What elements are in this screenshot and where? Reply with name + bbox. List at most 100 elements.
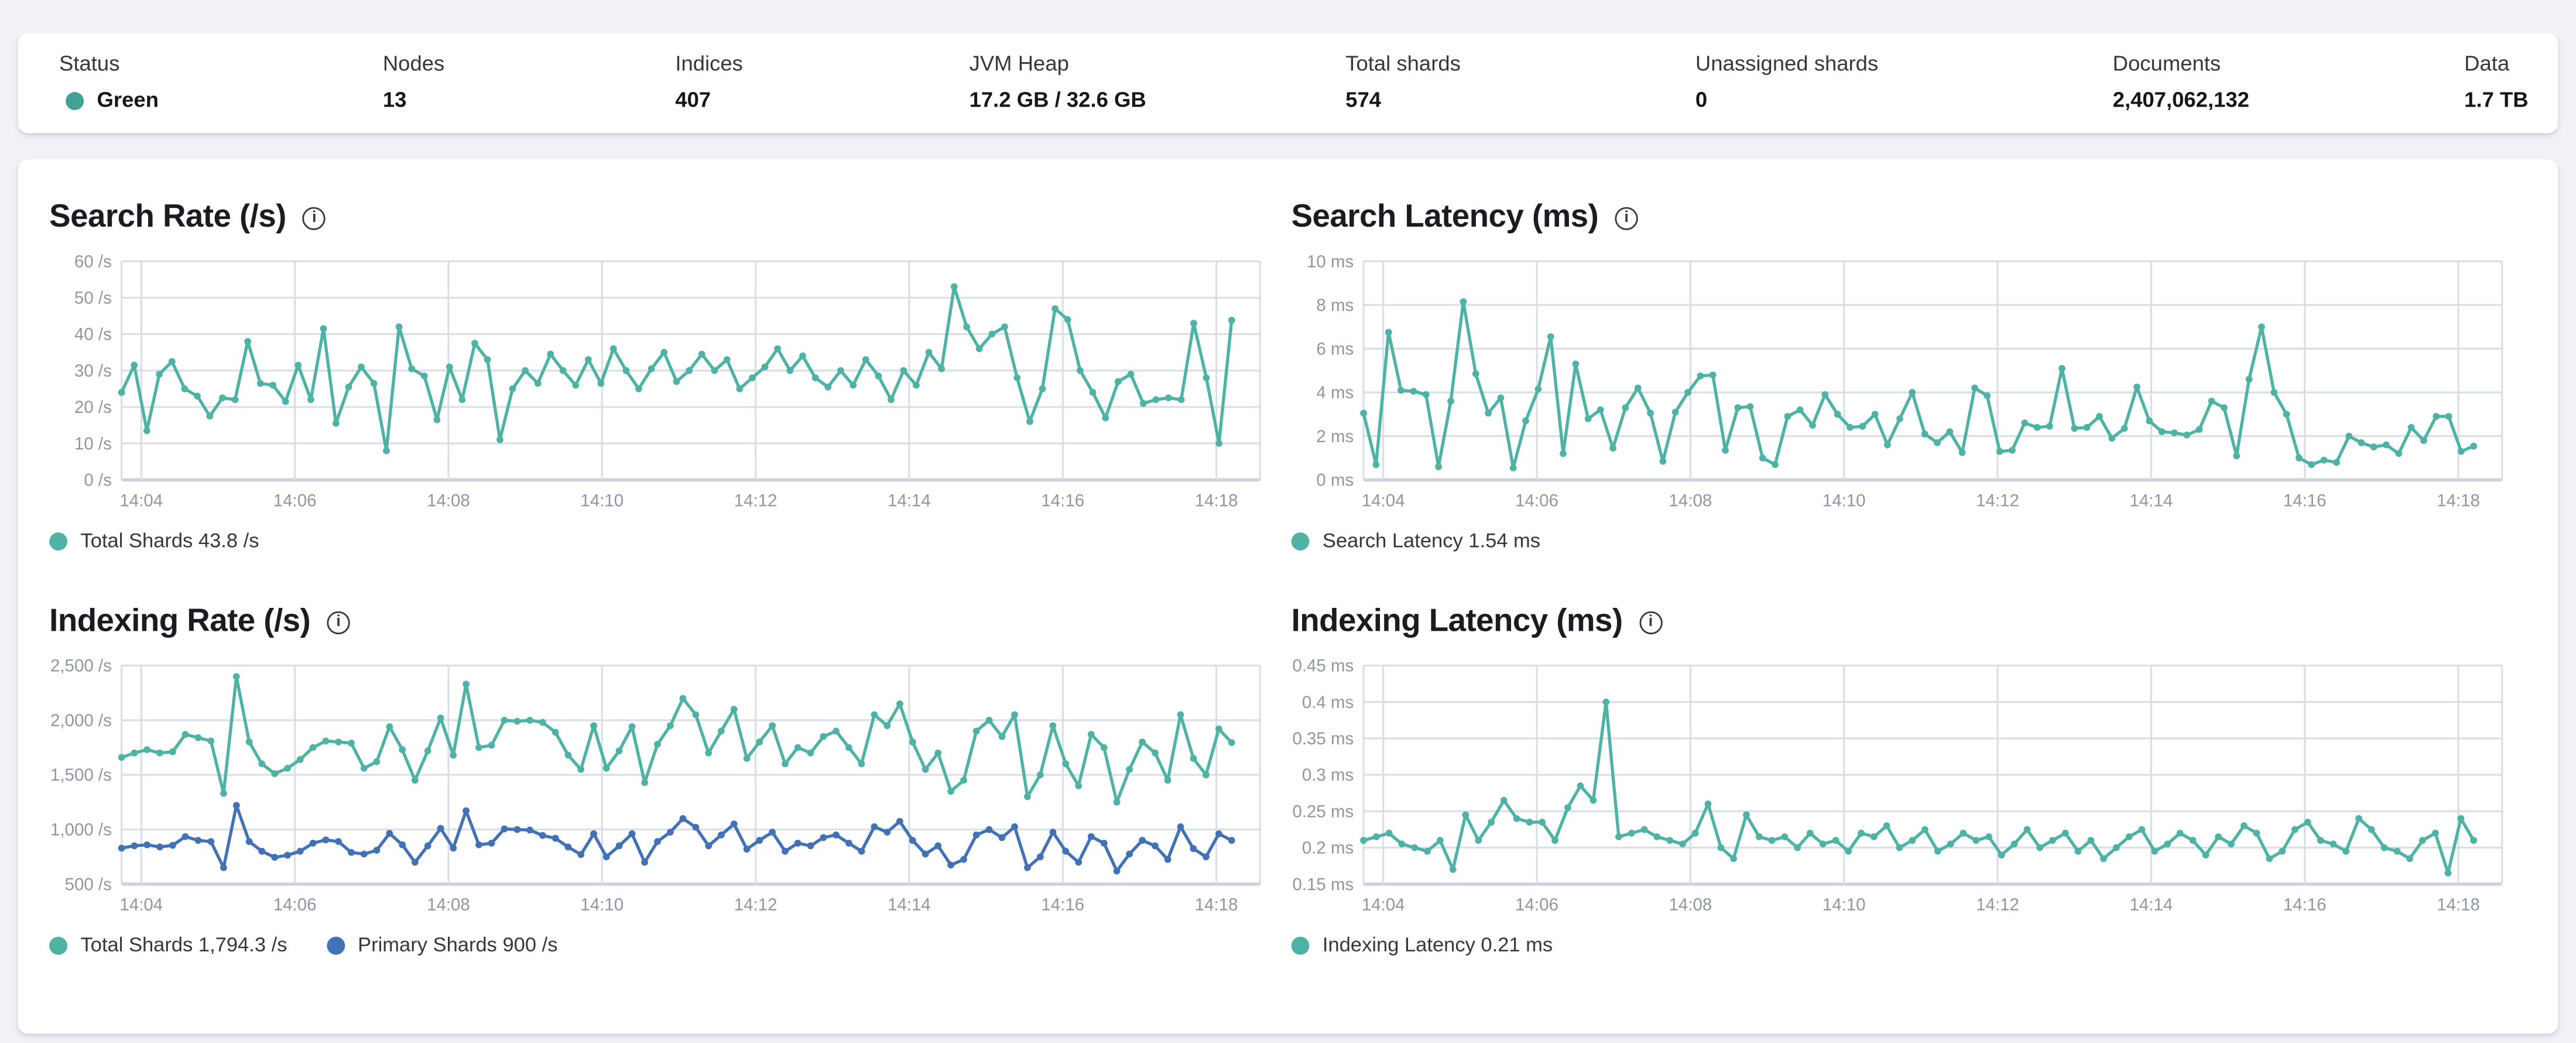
- chart-title-text: Search Rate (/s): [49, 199, 286, 235]
- metrics-charts-card: Search Rate (/s) i 60 /s 50 /s 40 /s 30 /s 2…: [18, 159, 2558, 1034]
- chart-title-search-rate: Search Rate (/s) i: [49, 197, 1260, 237]
- svg-text:0.15 ms: 0.15 ms: [1292, 875, 1354, 894]
- chart-title-text: Indexing Latency (ms): [1291, 603, 1623, 640]
- stat-indices: Indices 407: [675, 49, 969, 115]
- svg-text:14:06: 14:06: [1515, 491, 1558, 510]
- svg-text:10 /s: 10 /s: [74, 434, 112, 453]
- indexing-rate-chart[interactable]: 2,500 /s 2,000 /s 1,500 /s 1,000 /s 500 /s 14…: [49, 656, 1261, 920]
- info-icon[interactable]: i: [302, 206, 326, 230]
- svg-text:14:14: 14:14: [2130, 895, 2173, 915]
- stat-label: JVM Heap: [969, 50, 1069, 76]
- stat-value: 13: [382, 87, 407, 112]
- svg-text:40 /s: 40 /s: [74, 325, 112, 344]
- legend-item: Search Latency 1.54 ms: [1291, 528, 1541, 556]
- legend-dot: [326, 936, 345, 955]
- legend-dot: [49, 936, 68, 955]
- info-icon[interactable]: i: [1639, 610, 1662, 634]
- stat-label: Data: [2464, 50, 2510, 76]
- search-rate-legend: Total Shards 43.8 /s: [49, 528, 1260, 556]
- stat-label: Status: [59, 50, 120, 76]
- legend-label: Primary Shards 900 /s: [358, 933, 558, 957]
- legend-label: Search Latency 1.54 ms: [1322, 529, 1541, 552]
- svg-text:14:14: 14:14: [888, 895, 931, 915]
- health-status-text: Green: [97, 87, 159, 112]
- svg-text:0.35 ms: 0.35 ms: [1292, 729, 1354, 748]
- indexing-rate-legend: Total Shards 1,794.3 /s Primary Shards 90…: [49, 932, 1260, 960]
- svg-text:14:12: 14:12: [734, 895, 777, 915]
- info-icon[interactable]: i: [327, 610, 350, 634]
- svg-text:0.3 ms: 0.3 ms: [1302, 765, 1354, 785]
- stat-label: Unassigned shards: [1695, 50, 1879, 76]
- cluster-stats-bar: Status Green Nodes 13 Indices 407 JVM He…: [18, 33, 2558, 134]
- search-latency-legend: Search Latency 1.54 ms: [1291, 528, 2502, 556]
- search-latency-module: Search Latency (ms) i 10 ms 8 ms 6 ms 4 ms 2…: [1291, 197, 2503, 556]
- chart-title-indexing-rate: Indexing Rate (/s) i: [49, 601, 1260, 641]
- indexing-rate-module: Indexing Rate (/s) i 2,500 /s 2,000 /s 1,5…: [49, 601, 1261, 960]
- stat-value: 0: [1695, 87, 1708, 112]
- svg-text:14:10: 14:10: [1823, 491, 1866, 510]
- svg-text:0.25 ms: 0.25 ms: [1292, 802, 1354, 821]
- svg-text:0.2 ms: 0.2 ms: [1302, 839, 1354, 858]
- svg-text:14:08: 14:08: [427, 895, 470, 915]
- svg-text:0.4 ms: 0.4 ms: [1302, 693, 1354, 712]
- svg-text:2 ms: 2 ms: [1316, 427, 1354, 446]
- svg-text:20 /s: 20 /s: [74, 398, 112, 417]
- chart-title-search-latency: Search Latency (ms) i: [1292, 197, 2502, 237]
- legend-item: Primary Shards 900 /s: [326, 932, 558, 960]
- svg-text:14:16: 14:16: [2283, 491, 2327, 510]
- svg-text:14:04: 14:04: [119, 491, 163, 510]
- svg-text:6 ms: 6 ms: [1316, 340, 1354, 359]
- legend-dot: [49, 532, 68, 551]
- svg-text:14:18: 14:18: [2437, 895, 2480, 915]
- svg-text:14:06: 14:06: [273, 491, 317, 510]
- svg-text:14:08: 14:08: [1669, 895, 1712, 915]
- svg-text:1,000 /s: 1,000 /s: [50, 820, 112, 839]
- stat-label: Total shards: [1345, 50, 1461, 76]
- svg-text:2,500 /s: 2,500 /s: [50, 656, 112, 676]
- indexing-latency-module: Indexing Latency (ms) i 0.45 ms 0.4 ms 0.3…: [1291, 601, 2503, 960]
- stat-label: Indices: [675, 50, 743, 76]
- stat-value: 2,407,062,132: [2112, 87, 2249, 112]
- search-latency-chart[interactable]: 10 ms 8 ms 6 ms 4 ms 2 ms 0 ms 14:04 14:06 14:08…: [1292, 252, 2503, 516]
- svg-text:2,000 /s: 2,000 /s: [50, 711, 112, 730]
- search-rate-chart[interactable]: 60 /s 50 /s 40 /s 30 /s 20 /s 10 /s 0 /s 14:04 1…: [49, 252, 1261, 516]
- svg-text:10 ms: 10 ms: [1307, 252, 1354, 271]
- svg-text:14:18: 14:18: [1195, 491, 1238, 510]
- svg-text:14:08: 14:08: [427, 491, 470, 510]
- legend-label: Total Shards 1,794.3 /s: [80, 933, 287, 957]
- info-icon[interactable]: i: [1615, 206, 1638, 230]
- svg-text:14:18: 14:18: [2437, 491, 2480, 510]
- svg-text:0 ms: 0 ms: [1316, 470, 1354, 490]
- svg-text:0 /s: 0 /s: [84, 470, 111, 490]
- svg-text:14:12: 14:12: [734, 491, 777, 510]
- chart-title-indexing-latency: Indexing Latency (ms) i: [1292, 601, 2502, 641]
- svg-text:14:10: 14:10: [1823, 895, 1866, 915]
- svg-text:14:10: 14:10: [580, 491, 624, 510]
- svg-text:50 /s: 50 /s: [74, 288, 112, 307]
- legend-dot: [1291, 936, 1310, 955]
- svg-text:8 ms: 8 ms: [1316, 296, 1354, 315]
- svg-text:14:16: 14:16: [1041, 491, 1084, 510]
- indexing-latency-chart[interactable]: 0.45 ms 0.4 ms 0.35 ms 0.3 ms 0.25 ms 0.2 ms 0…: [1292, 656, 2503, 920]
- svg-text:14:12: 14:12: [1976, 895, 2019, 915]
- stat-value: 17.2 GB / 32.6 GB: [969, 87, 1146, 112]
- svg-text:14:14: 14:14: [2130, 491, 2173, 510]
- legend-item: Indexing Latency 0.21 ms: [1291, 932, 1553, 960]
- svg-text:30 /s: 30 /s: [74, 361, 112, 381]
- svg-text:14:04: 14:04: [1362, 895, 1405, 915]
- stat-unassigned-shards: Unassigned shards 0: [1695, 49, 2113, 115]
- svg-text:60 /s: 60 /s: [74, 252, 112, 271]
- svg-text:14:10: 14:10: [580, 895, 624, 915]
- health-status-dot: [66, 91, 84, 110]
- legend-item: Total Shards 43.8 /s: [49, 528, 259, 556]
- search-rate-module: Search Rate (/s) i 60 /s 50 /s 40 /s 30 /s 2…: [49, 197, 1261, 556]
- indexing-latency-legend: Indexing Latency 0.21 ms: [1291, 932, 2502, 960]
- stat-nodes: Nodes 13: [383, 49, 675, 115]
- chart-title-text: Search Latency (ms): [1291, 199, 1599, 235]
- stat-value: 407: [675, 87, 711, 112]
- svg-text:14:04: 14:04: [1362, 491, 1405, 510]
- stat-value: 574: [1345, 87, 1382, 112]
- svg-text:14:12: 14:12: [1976, 491, 2019, 510]
- svg-text:0.45 ms: 0.45 ms: [1292, 656, 1354, 676]
- svg-text:14:04: 14:04: [119, 895, 163, 915]
